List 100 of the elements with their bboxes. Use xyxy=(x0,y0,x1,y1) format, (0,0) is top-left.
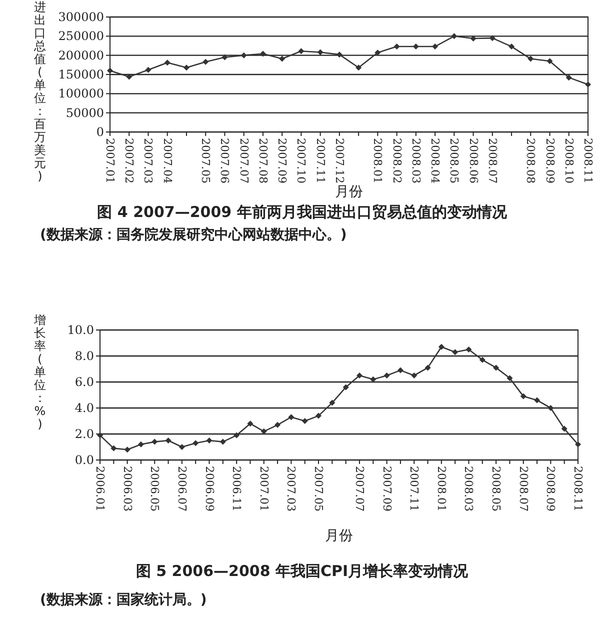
point xyxy=(534,397,540,404)
point xyxy=(279,56,286,62)
y-tick-label: 200000 xyxy=(58,48,104,62)
x-tick-label: 2008.09 xyxy=(543,138,556,184)
point xyxy=(506,375,513,382)
x-tick-label: 2007.08 xyxy=(256,138,270,184)
point xyxy=(561,426,568,432)
point xyxy=(342,384,349,390)
point xyxy=(183,64,190,71)
point xyxy=(424,364,431,371)
x-tick-label: 2006.11 xyxy=(230,466,244,512)
x-tick-label: 2007.09 xyxy=(380,466,394,512)
point xyxy=(489,35,496,42)
point xyxy=(479,356,486,363)
x-tick-label: 2006.05 xyxy=(148,466,162,512)
y-tick-label: 150000 xyxy=(58,68,104,82)
text: 进出口总值(单位：百万美元) xyxy=(34,0,46,183)
point xyxy=(566,74,572,81)
x-tick-label: 2008.04 xyxy=(428,138,442,184)
x-tick-label: 2006.03 xyxy=(120,466,134,512)
x-axis-title: 月份 xyxy=(335,184,363,200)
x-tick-label: 2006.07 xyxy=(175,466,188,512)
x-tick-label: 2008.11 xyxy=(582,138,594,184)
point xyxy=(394,44,400,50)
x-tick-label: 2007.10 xyxy=(294,138,308,184)
point xyxy=(274,422,281,428)
point xyxy=(374,50,381,56)
text: 图 5 2006—2008 年我国CPI月增长率变动情况 xyxy=(136,562,470,580)
point xyxy=(152,438,158,445)
point xyxy=(124,446,130,453)
x-tick-label: 2008.07 xyxy=(516,466,530,512)
point xyxy=(110,445,117,452)
x-tick-label: 2006.01 xyxy=(94,466,106,512)
point xyxy=(397,367,404,374)
point xyxy=(240,52,247,58)
point xyxy=(438,344,444,350)
x-tick-label: 2008.09 xyxy=(544,466,558,512)
point xyxy=(451,33,458,40)
y-tick-label: 100000 xyxy=(58,86,104,101)
y-tick-label: 4.0 xyxy=(74,401,94,415)
y-tick-label: 250000 xyxy=(58,29,104,44)
point xyxy=(520,393,526,400)
point xyxy=(202,58,209,65)
point xyxy=(234,432,240,438)
text: (数据来源：国务院发展研究中心网站数据中心。) xyxy=(40,226,347,243)
x-tick-label: 2008.08 xyxy=(524,138,538,184)
x-tick-label: 2008.07 xyxy=(486,138,499,184)
x-tick-label: 2008.01 xyxy=(371,138,384,184)
point xyxy=(178,444,185,450)
x-tick-label: 2008.03 xyxy=(462,466,476,512)
x-tick-label: 2007.06 xyxy=(218,138,232,184)
x-tick-label: 2008.06 xyxy=(466,138,480,184)
y-tick-label: 0 xyxy=(96,125,104,139)
x-tick-label: 2008.05 xyxy=(490,466,503,512)
point xyxy=(546,58,553,64)
point xyxy=(298,48,304,54)
point xyxy=(548,405,554,411)
x-tick-label: 2007.04 xyxy=(160,138,174,184)
point xyxy=(138,441,144,448)
point xyxy=(126,74,132,80)
x-axis-title: 月份 xyxy=(325,528,353,544)
point xyxy=(288,414,294,420)
point xyxy=(260,428,267,434)
x-tick-label: 2007.09 xyxy=(276,138,289,184)
x-tick-label: 2007.11 xyxy=(408,466,421,512)
text: 图 4 2007—2009 年前两月我国进出口贸易总值的变动情况 xyxy=(97,203,508,221)
x-tick-label: 2007.02 xyxy=(122,138,136,184)
point xyxy=(452,349,458,356)
x-tick-label: 2006.09 xyxy=(202,466,216,512)
point xyxy=(356,372,362,378)
y-tick-label: 8.0 xyxy=(74,349,94,363)
x-tick-label: 2008.02 xyxy=(390,138,404,184)
y-tick-label: 300000 xyxy=(58,10,104,24)
point xyxy=(384,372,390,378)
text: (数据来源：国家统计局。) xyxy=(40,591,207,608)
point xyxy=(493,364,500,371)
point xyxy=(164,60,170,66)
point xyxy=(260,50,266,57)
text: 增长率(单位：%) xyxy=(34,313,46,431)
y-tick-label: 10.0 xyxy=(67,323,94,337)
x-tick-label: 2008.05 xyxy=(448,138,461,184)
point xyxy=(575,441,581,448)
x-tick-label: 2008.11 xyxy=(572,466,584,512)
x-tick-label: 2007.03 xyxy=(284,466,298,512)
y-tick-label: 0.0 xyxy=(74,453,94,467)
point xyxy=(145,66,152,73)
point xyxy=(316,412,322,419)
point xyxy=(336,52,342,58)
point xyxy=(192,440,199,446)
x-tick-label: 2007.12 xyxy=(332,138,346,184)
x-tick-label: 2008.10 xyxy=(562,138,576,184)
x-tick-label: 2007.11 xyxy=(314,138,327,184)
point xyxy=(356,64,362,71)
point xyxy=(411,372,418,378)
y-tick-label: 50000 xyxy=(66,106,104,120)
x-tick-label: 2008.01 xyxy=(434,466,448,512)
x-tick-label: 2007.07 xyxy=(237,138,250,184)
point xyxy=(432,44,438,50)
x-tick-label: 2007.05 xyxy=(199,138,212,184)
point xyxy=(317,49,324,56)
